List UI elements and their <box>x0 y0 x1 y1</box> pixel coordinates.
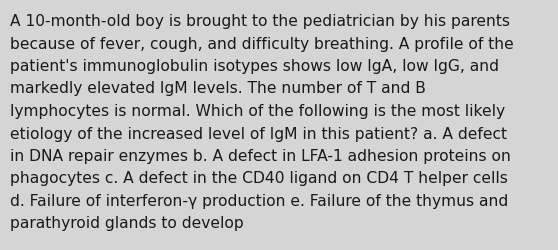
Text: d. Failure of interferon-γ production e. Failure of the thymus and: d. Failure of interferon-γ production e.… <box>10 193 508 208</box>
Text: parathyroid glands to develop: parathyroid glands to develop <box>10 216 244 230</box>
Text: patient's immunoglobulin isotypes shows low IgA, low IgG, and: patient's immunoglobulin isotypes shows … <box>10 59 499 74</box>
Text: markedly elevated IgM levels. The number of T and B: markedly elevated IgM levels. The number… <box>10 81 426 96</box>
Text: etiology of the increased level of IgM in this patient? a. A defect: etiology of the increased level of IgM i… <box>10 126 507 141</box>
Text: lymphocytes is normal. Which of the following is the most likely: lymphocytes is normal. Which of the foll… <box>10 104 505 118</box>
Text: phagocytes c. A defect in the CD40 ligand on CD4 T helper cells: phagocytes c. A defect in the CD40 ligan… <box>10 171 508 186</box>
Text: in DNA repair enzymes b. A defect in LFA-1 adhesion proteins on: in DNA repair enzymes b. A defect in LFA… <box>10 148 511 163</box>
Text: because of fever, cough, and difficulty breathing. A profile of the: because of fever, cough, and difficulty … <box>10 36 514 51</box>
Text: A 10-month-old boy is brought to the pediatrician by his parents: A 10-month-old boy is brought to the ped… <box>10 14 510 29</box>
